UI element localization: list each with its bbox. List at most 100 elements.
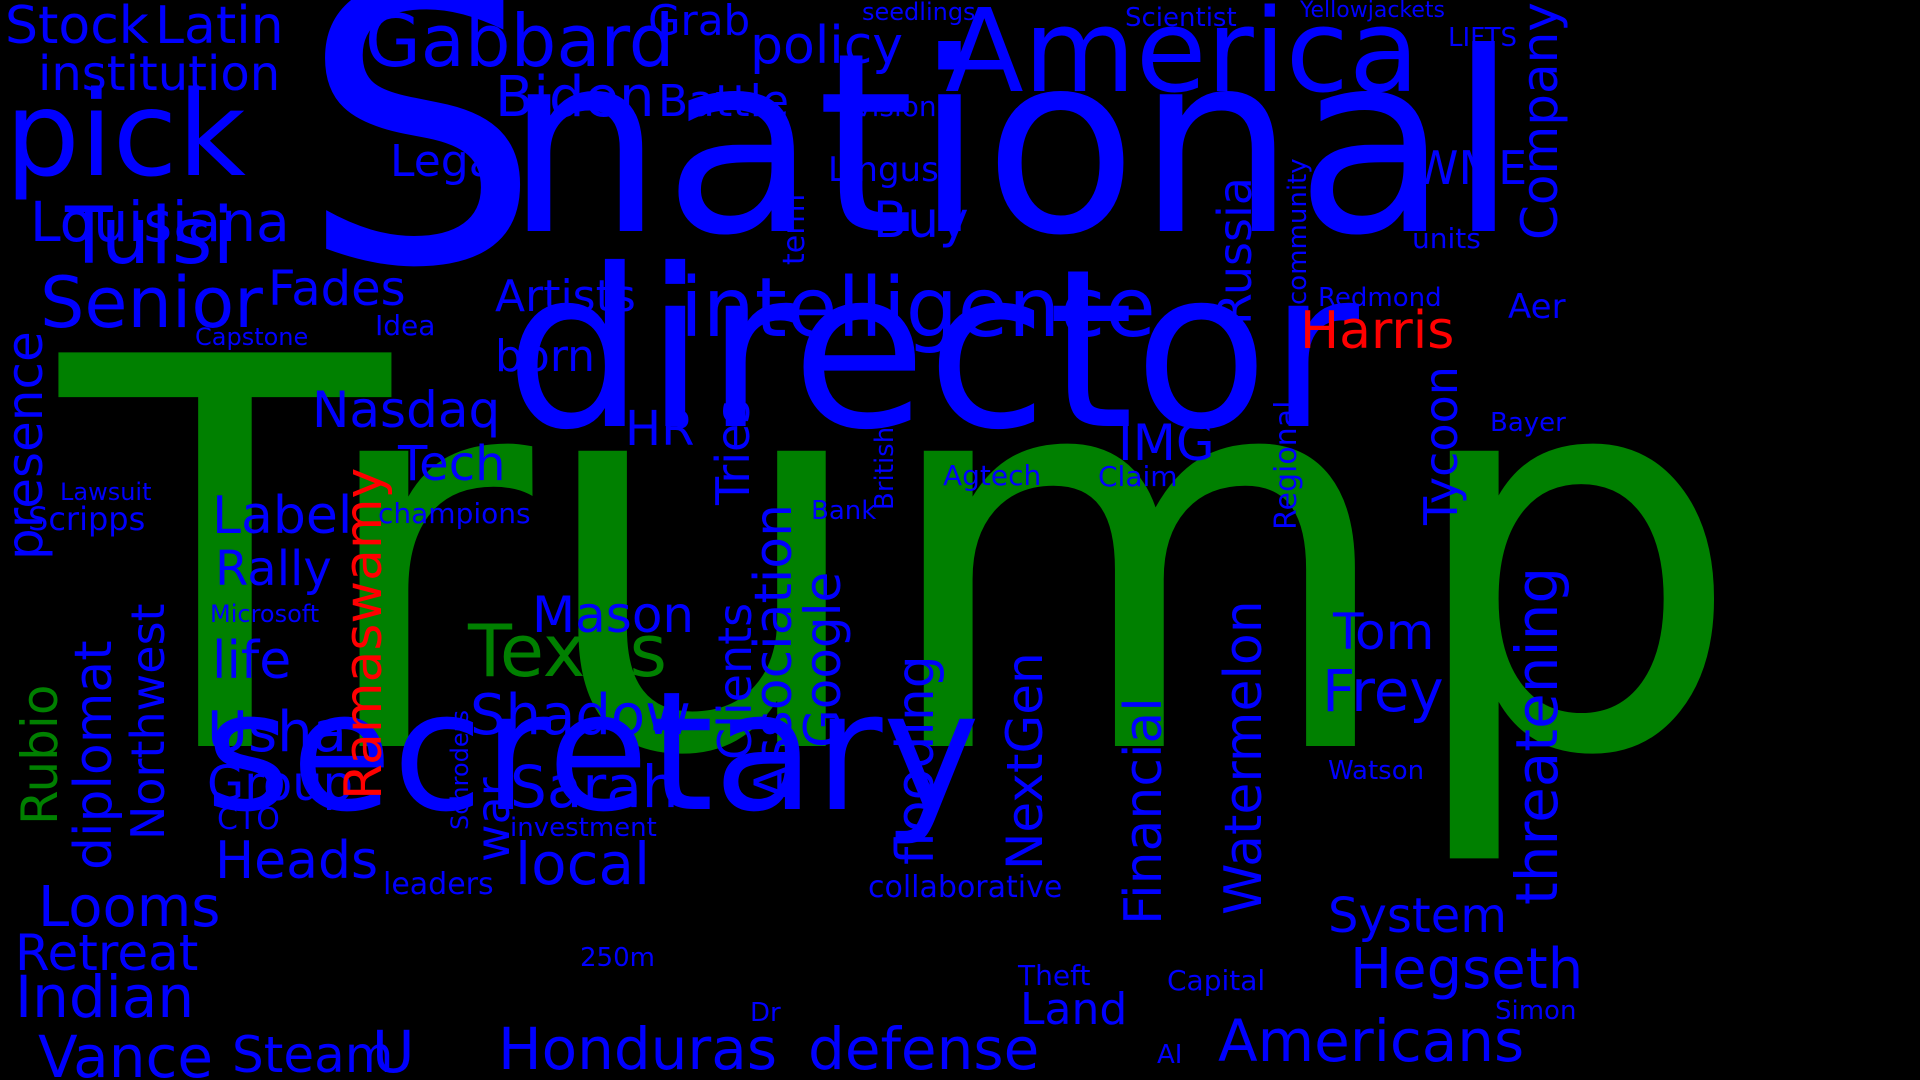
word-lifts: LIFTS — [1448, 23, 1518, 53]
word-battle: Battle — [658, 76, 789, 127]
word-champions: champions — [378, 497, 531, 530]
word-america: America — [945, 0, 1420, 119]
word-vance: Vance — [38, 1023, 214, 1080]
word-mason: Mason — [532, 586, 695, 644]
word-nasdaq: Nasdaq — [312, 381, 501, 439]
word-policy: policy — [750, 16, 904, 76]
word-cto: CTO — [217, 802, 280, 837]
word-bayer: Bayer — [1490, 408, 1566, 438]
word-watson: Watson — [1328, 756, 1425, 786]
word-gabbard: Gabbard — [365, 0, 675, 83]
word-label: Label — [212, 486, 353, 546]
word-collaborative: collaborative — [868, 870, 1063, 905]
word-community: community — [1283, 158, 1313, 305]
word-tech: Tech — [398, 436, 506, 492]
word-google: Google — [794, 571, 852, 748]
word-bank: Bank — [811, 496, 877, 526]
word-tom: Tom — [1333, 603, 1435, 661]
word-watermelon: Watermelon — [1214, 600, 1274, 915]
word-250m: 250m — [580, 943, 655, 973]
word-presence: presence — [0, 331, 54, 560]
word-usha: Usha — [207, 700, 347, 765]
word-russia: Russia — [1208, 177, 1262, 325]
word-texas: Texas — [468, 609, 668, 693]
word-intelligence: intelligence — [680, 261, 1156, 356]
word-tries: Tries — [706, 399, 760, 505]
word-group: Group — [207, 756, 354, 812]
word-institution: institution — [38, 46, 281, 102]
word-idea: Idea — [375, 309, 436, 342]
word-rubio: Rubio — [11, 684, 69, 825]
word-lingus: Lingus — [828, 150, 939, 190]
word-biden: Biden — [495, 65, 655, 130]
word-grab: Grab — [648, 0, 751, 45]
word-agtech: Agtech — [943, 459, 1042, 492]
word-scripps: Scripps — [28, 500, 146, 538]
word-capital: Capital — [1167, 964, 1266, 997]
word-redmond: Redmond — [1318, 283, 1442, 313]
word-secretary: secretary — [205, 656, 981, 848]
word-latin: Latin — [155, 0, 284, 56]
word-img: IMG — [1118, 414, 1215, 472]
word-units: units — [1412, 222, 1481, 255]
word-aer: Aer — [1508, 287, 1566, 327]
word-legal: Legal — [390, 136, 508, 187]
word-wme: WME — [1413, 141, 1528, 195]
word-claim: Claim — [1098, 460, 1178, 493]
word-term: term — [777, 193, 812, 265]
word-microsoft: Microsoft — [210, 600, 320, 628]
word-local: local — [515, 830, 651, 898]
word-life: life — [212, 631, 292, 691]
word-seedlings: seedlings — [862, 0, 976, 26]
word-shadow: Shadow — [470, 683, 691, 748]
word-ai: AI — [1157, 1040, 1183, 1070]
word-regional: Regional — [1269, 400, 1304, 530]
word-looms: Looms — [38, 875, 221, 940]
word-u: U — [372, 1018, 415, 1080]
word-leaders: leaders — [383, 867, 494, 902]
word-investment: investment — [510, 813, 657, 843]
word-heads: Heads — [215, 831, 379, 891]
word-indian: Indian — [15, 963, 195, 1031]
word-war: war — [466, 777, 520, 862]
word-british: British — [870, 426, 900, 510]
word-land: Land — [1020, 984, 1128, 1035]
word-theft: Theft — [1018, 959, 1091, 992]
word-retreat: Retreat — [15, 924, 199, 982]
word-pick: pick — [5, 65, 246, 203]
word-northwest: Northwest — [121, 603, 175, 840]
word-financial: Financial — [1114, 697, 1174, 925]
word-association: Association — [744, 503, 804, 800]
word-artists: Artists — [495, 271, 636, 322]
word-stock: Stock — [5, 0, 149, 56]
word-rally: Rally — [215, 541, 332, 597]
word-hegseth: Hegseth — [1350, 937, 1584, 1002]
word-harris: Harris — [1300, 301, 1455, 361]
word-director: director — [505, 222, 1360, 478]
word-fades: Fades — [268, 261, 406, 317]
word-defense: defense — [808, 1015, 1040, 1080]
word-honduras: Honduras — [498, 1015, 778, 1080]
word-flooding: flooding — [886, 655, 946, 865]
word-born: born — [495, 331, 596, 382]
word-louisiana: Louisiana — [30, 190, 290, 254]
word-capstone: Capstone — [195, 323, 309, 351]
word-ramaswamy: Ramaswamy — [334, 467, 394, 800]
word-threatening: threatening — [1503, 566, 1571, 905]
word-hr: HR — [625, 401, 695, 457]
word-americans: Americans — [1218, 1007, 1525, 1075]
word-scientist: Scientist — [1125, 3, 1237, 33]
word-steam: Steam — [232, 1026, 394, 1080]
word-buy: Buy — [873, 191, 969, 249]
word-schroders: Schroders — [446, 709, 474, 830]
word-trump: Trump — [60, 246, 1744, 874]
word-company: Company — [1511, 2, 1569, 240]
word-system: System — [1328, 888, 1507, 944]
word-frey: Frey — [1322, 657, 1444, 725]
word-national: national — [505, 0, 1519, 290]
word-lawsuit: Lawsuit — [60, 478, 152, 506]
word-simon: Simon — [1495, 996, 1577, 1026]
word-tycoon: Tycoon — [1414, 366, 1468, 525]
word-tulsi: Tulsi — [65, 192, 235, 282]
